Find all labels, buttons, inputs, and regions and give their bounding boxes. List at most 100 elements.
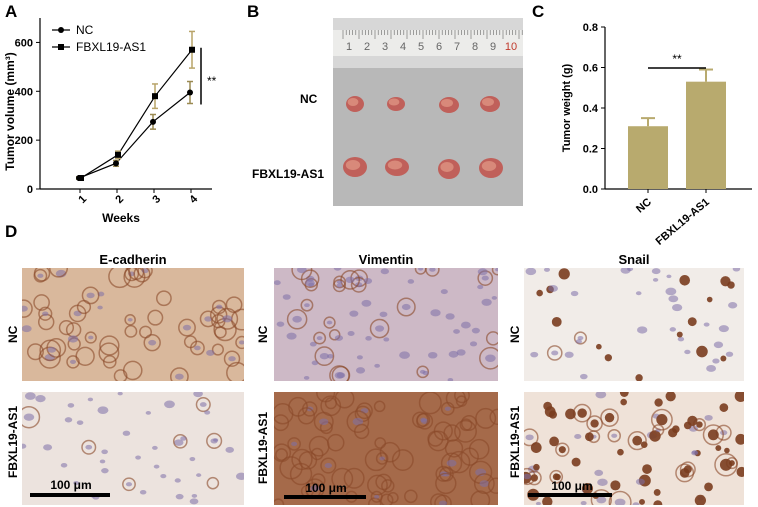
nucleus bbox=[477, 284, 484, 290]
stained-nucleus bbox=[577, 408, 587, 418]
stained-cell bbox=[555, 442, 570, 457]
nucleus bbox=[347, 331, 355, 336]
nucleus bbox=[614, 498, 626, 505]
stained-nucleus bbox=[542, 496, 553, 505]
nucleus bbox=[479, 480, 490, 487]
nucleus bbox=[706, 365, 717, 372]
nucleus bbox=[491, 296, 498, 300]
nucleus bbox=[420, 417, 427, 423]
stained-cell bbox=[123, 268, 146, 288]
stained-cell bbox=[308, 435, 330, 457]
stained-cell bbox=[287, 437, 301, 451]
stained-nucleus bbox=[619, 392, 629, 397]
ruler-number: 8 bbox=[472, 41, 478, 53]
stained-cell bbox=[549, 469, 564, 484]
panel-letter-b: B bbox=[247, 2, 260, 21]
nucleus bbox=[276, 321, 285, 327]
nucleus bbox=[356, 355, 363, 360]
stained-nucleus bbox=[735, 433, 744, 445]
stained-cell bbox=[455, 395, 468, 407]
nucleus bbox=[684, 349, 691, 355]
nucleus bbox=[182, 324, 192, 331]
stained-cell bbox=[122, 360, 143, 381]
nucleus bbox=[215, 304, 223, 310]
stained-cell bbox=[172, 434, 188, 449]
nucleus bbox=[453, 329, 460, 334]
nucleus bbox=[324, 463, 332, 469]
stained-nucleus bbox=[704, 482, 713, 492]
stained-cell bbox=[39, 339, 62, 362]
stained-nucleus bbox=[715, 445, 722, 452]
stained-cell bbox=[99, 335, 120, 356]
stained-cell bbox=[367, 474, 388, 496]
stained-cell bbox=[590, 489, 613, 505]
nucleus bbox=[87, 397, 94, 402]
nucleus bbox=[326, 320, 333, 325]
nucleus bbox=[577, 335, 584, 341]
series-line-NC bbox=[78, 92, 191, 179]
nucleus bbox=[310, 485, 320, 492]
nucleus bbox=[495, 268, 498, 272]
micrograph-snail-nc bbox=[524, 268, 744, 381]
nucleus bbox=[164, 400, 175, 409]
nucleus bbox=[652, 278, 659, 282]
stained-cell bbox=[487, 477, 498, 494]
stained-nucleus bbox=[639, 498, 645, 505]
stained-cell bbox=[440, 401, 455, 416]
nucleus bbox=[422, 370, 429, 376]
y-axis-label: Tumor volume (mm³) bbox=[3, 52, 17, 170]
stained-nucleus bbox=[719, 403, 729, 412]
stained-cell bbox=[124, 314, 136, 326]
nucleus bbox=[728, 302, 738, 309]
stained-cell bbox=[22, 406, 41, 429]
nucleus bbox=[37, 273, 44, 278]
stained-cell bbox=[430, 493, 448, 505]
data-point bbox=[152, 93, 158, 100]
stained-cell bbox=[374, 437, 387, 449]
x-axis-label: Weeks bbox=[102, 211, 140, 225]
nucleus bbox=[732, 268, 741, 272]
nucleus bbox=[635, 478, 645, 485]
nucleus bbox=[383, 337, 390, 342]
nucleus bbox=[345, 276, 355, 284]
stained-nucleus bbox=[696, 345, 708, 358]
stained-cell bbox=[143, 333, 161, 352]
nucleus bbox=[355, 367, 366, 374]
stained-cell bbox=[314, 346, 335, 367]
nucleus bbox=[22, 305, 28, 312]
nucleus bbox=[303, 375, 310, 380]
y-tick-label: 200 bbox=[15, 135, 33, 147]
stained-cell bbox=[434, 494, 452, 505]
stained-nucleus bbox=[558, 268, 570, 280]
nucleus bbox=[196, 473, 202, 477]
stained-cell bbox=[391, 449, 414, 471]
stained-nucleus bbox=[617, 448, 624, 456]
nucleus bbox=[597, 478, 608, 486]
stained-cell bbox=[286, 308, 308, 330]
nucleus bbox=[22, 325, 32, 333]
stained-nucleus bbox=[672, 425, 680, 433]
nucleus bbox=[525, 268, 537, 276]
stained-cell bbox=[479, 346, 498, 370]
stained-cell bbox=[404, 489, 418, 504]
nucleus bbox=[101, 468, 109, 474]
legend-label-NC: NC bbox=[76, 23, 94, 37]
stained-cell bbox=[122, 477, 136, 492]
stained-cell bbox=[454, 419, 477, 443]
nucleus bbox=[430, 309, 441, 317]
nucleus bbox=[60, 463, 68, 468]
nucleus bbox=[189, 457, 196, 462]
stained-cell bbox=[133, 268, 151, 283]
scale-bar-label-2: 100 μm bbox=[305, 481, 347, 495]
ihc-row-label-fbxl19-3: FBXL19-AS1 bbox=[508, 405, 522, 478]
tumor-highlight bbox=[388, 98, 400, 106]
stained-cell bbox=[313, 411, 334, 432]
nucleus bbox=[725, 351, 734, 357]
stained-cell bbox=[650, 408, 673, 431]
nucleus bbox=[86, 292, 95, 299]
nucleus bbox=[564, 351, 574, 358]
nucleus bbox=[286, 332, 297, 340]
ihc-row-label-nc-3: NC bbox=[508, 325, 522, 343]
nucleus bbox=[139, 490, 147, 495]
nucleus bbox=[135, 455, 141, 460]
